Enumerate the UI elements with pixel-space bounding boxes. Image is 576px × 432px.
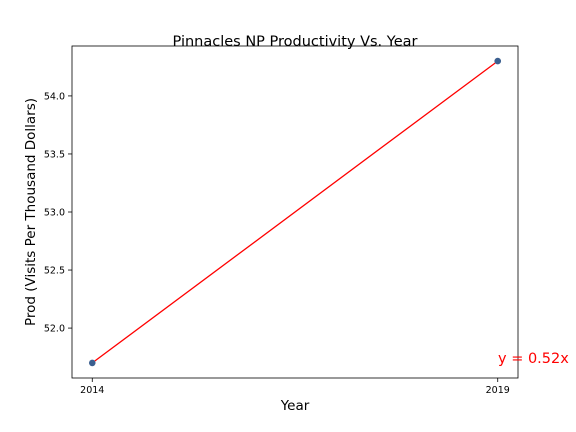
x-axis-ticks: 2014 2019 xyxy=(80,378,510,396)
y-axis-label: Prod (Visits Per Thousand Dollars) xyxy=(23,98,39,326)
y-axis-ticks: 52.0 52.5 53.0 53.5 54.0 xyxy=(44,91,72,335)
y-tick-label: 54.0 xyxy=(44,91,65,102)
y-tick-label: 53.5 xyxy=(44,149,65,160)
data-point xyxy=(88,359,96,367)
data-points xyxy=(88,57,502,367)
trendline xyxy=(91,60,499,364)
trendline-equation: y = 0.52x xyxy=(498,351,569,367)
data-point xyxy=(494,57,502,65)
chart-title: Pinnacles NP Productivity Vs. Year xyxy=(173,34,418,50)
y-tick-label: 53.0 xyxy=(44,208,65,219)
y-tick-label: 52.0 xyxy=(44,324,65,335)
x-tick-label: 2014 xyxy=(80,385,104,396)
x-tick-label: 2019 xyxy=(486,385,510,396)
x-axis-label: Year xyxy=(280,398,310,414)
y-tick-label: 52.5 xyxy=(44,266,65,277)
